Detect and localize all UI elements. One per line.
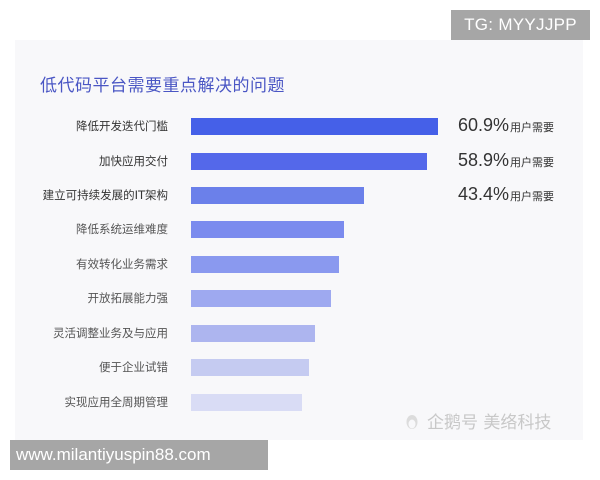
source-watermark: 企鹅号 美络科技: [405, 408, 551, 433]
bar-row: 降低开发迭代门槛 60.9%用户需要: [15, 115, 583, 136]
bar: [191, 394, 302, 411]
bar: [191, 187, 364, 204]
bar: [191, 221, 344, 238]
bar-row: 灵活调整业务及与应用: [15, 325, 583, 342]
bar-label: 降低开发迭代门槛: [76, 119, 168, 133]
bar-value-label: 43.4%用户需要: [458, 184, 554, 205]
percent-value: 60.9%: [458, 115, 510, 135]
percent-value: 58.9%: [458, 150, 510, 170]
bar-label: 实现应用全周期管理: [64, 395, 169, 409]
bar: [191, 359, 309, 376]
percent-suffix: 用户需要: [510, 190, 555, 203]
bar-value-label: 58.9%用户需要: [458, 150, 554, 171]
bar-row: 加快应用交付 58.9%用户需要: [15, 150, 583, 171]
bar-label: 有效转化业务需求: [76, 257, 168, 271]
bar-row: 开放拓展能力强: [15, 290, 583, 307]
bar-label: 灵活调整业务及与应用: [53, 326, 168, 340]
bar: [191, 153, 427, 170]
bar-row: 实现应用全周期管理: [15, 394, 583, 411]
bar: [191, 256, 339, 273]
bar-row: 降低系统运维难度: [15, 221, 583, 238]
bar-label: 建立可持续发展的IT架构: [42, 188, 168, 202]
percent-suffix: 用户需要: [510, 156, 555, 169]
watermark-text: 企鹅号 美络科技: [427, 413, 552, 433]
bar-label: 开放拓展能力强: [87, 291, 169, 305]
bar: [191, 290, 331, 307]
bar-row: 建立可持续发展的IT架构 43.4%用户需要: [15, 184, 583, 205]
url-watermark-badge: www.milantiyuspin88.com: [10, 440, 268, 470]
bar-label: 加快应用交付: [99, 154, 168, 168]
percent-value: 43.4%: [458, 184, 510, 204]
chart-title: 低代码平台需要重点解决的问题: [40, 76, 285, 96]
penguin-icon: [406, 415, 418, 429]
tg-watermark-badge: TG: MYYJJPP: [451, 10, 590, 40]
bar: [191, 325, 315, 342]
chart-card: 低代码平台需要重点解决的问题 降低开发迭代门槛 60.9%用户需要 加快应用交付 58…: [15, 40, 583, 440]
percent-suffix: 用户需要: [510, 121, 555, 134]
bar-value-label: 60.9%用户需要: [458, 115, 554, 136]
bar-label: 降低系统运维难度: [76, 222, 168, 236]
bar-row: 便于企业试错: [15, 359, 583, 376]
bar-label: 便于企业试错: [99, 360, 168, 374]
bar: [191, 118, 438, 135]
bar-row: 有效转化业务需求: [15, 256, 583, 273]
